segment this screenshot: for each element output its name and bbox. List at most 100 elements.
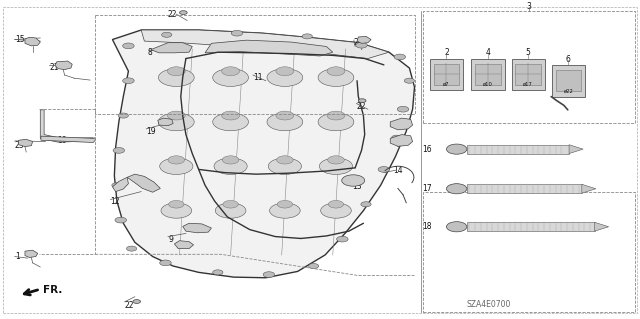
Text: ø7: ø7	[443, 82, 450, 87]
Text: 18: 18	[422, 222, 432, 231]
Bar	[467, 145, 569, 153]
Polygon shape	[569, 145, 583, 153]
Circle shape	[263, 272, 275, 278]
Circle shape	[212, 113, 248, 131]
Circle shape	[222, 156, 239, 164]
Circle shape	[277, 200, 292, 208]
Text: ø22: ø22	[563, 88, 573, 93]
Circle shape	[327, 111, 345, 120]
Bar	[423, 11, 635, 123]
Circle shape	[179, 11, 187, 14]
Polygon shape	[357, 36, 371, 43]
Polygon shape	[158, 118, 173, 126]
Circle shape	[394, 54, 406, 60]
Text: 22: 22	[168, 10, 177, 19]
Text: 5: 5	[525, 48, 531, 57]
Bar	[423, 192, 635, 312]
Circle shape	[392, 135, 402, 140]
Polygon shape	[19, 139, 33, 147]
Text: 2: 2	[444, 48, 449, 57]
Circle shape	[276, 156, 293, 164]
Polygon shape	[55, 61, 72, 70]
Text: 4: 4	[486, 48, 490, 57]
Polygon shape	[390, 135, 413, 146]
Bar	[515, 64, 541, 85]
Text: FR.: FR.	[44, 285, 63, 295]
Text: 22: 22	[125, 300, 134, 309]
Circle shape	[115, 217, 127, 223]
Circle shape	[308, 263, 319, 269]
Polygon shape	[582, 184, 596, 193]
Polygon shape	[390, 118, 413, 130]
Circle shape	[169, 200, 184, 208]
Circle shape	[162, 32, 172, 37]
Polygon shape	[182, 223, 211, 233]
Text: 19: 19	[147, 127, 156, 136]
Text: SZA4E0700: SZA4E0700	[467, 300, 511, 309]
Bar	[434, 64, 460, 85]
Circle shape	[342, 175, 365, 186]
Polygon shape	[174, 241, 193, 249]
Circle shape	[221, 67, 239, 76]
Text: 6: 6	[566, 55, 571, 64]
Polygon shape	[40, 110, 93, 142]
Circle shape	[212, 270, 223, 275]
Polygon shape	[151, 43, 192, 53]
Circle shape	[318, 69, 354, 86]
Text: ø17: ø17	[524, 82, 533, 87]
Polygon shape	[113, 177, 129, 192]
Circle shape	[118, 113, 129, 118]
Circle shape	[404, 78, 415, 83]
Circle shape	[215, 203, 246, 218]
Circle shape	[356, 42, 367, 48]
Bar	[471, 58, 504, 90]
Bar	[556, 70, 581, 91]
Circle shape	[127, 246, 137, 251]
Polygon shape	[205, 40, 333, 56]
Circle shape	[123, 43, 134, 49]
Circle shape	[160, 260, 172, 266]
Circle shape	[123, 78, 134, 84]
Circle shape	[378, 167, 390, 172]
Text: 7: 7	[396, 140, 400, 149]
Text: 3: 3	[526, 2, 531, 11]
Polygon shape	[141, 30, 389, 58]
Text: 8: 8	[148, 48, 152, 57]
Circle shape	[321, 203, 351, 218]
Circle shape	[133, 300, 141, 303]
Bar	[552, 65, 585, 97]
Text: 12: 12	[111, 197, 120, 206]
Text: 17: 17	[422, 184, 432, 193]
Polygon shape	[113, 30, 415, 278]
Circle shape	[112, 183, 122, 188]
Text: 10: 10	[57, 136, 67, 145]
Circle shape	[231, 30, 243, 36]
Text: 16: 16	[422, 145, 432, 154]
Polygon shape	[41, 136, 95, 143]
Text: 1: 1	[15, 252, 19, 261]
Text: 23: 23	[15, 141, 24, 150]
Text: ø10: ø10	[483, 82, 493, 87]
Circle shape	[161, 203, 191, 218]
Circle shape	[159, 113, 194, 131]
Circle shape	[267, 113, 303, 131]
Circle shape	[160, 158, 193, 174]
Circle shape	[358, 99, 366, 103]
Bar	[511, 58, 545, 90]
Circle shape	[168, 111, 185, 120]
Circle shape	[113, 148, 125, 153]
Circle shape	[447, 144, 467, 154]
Circle shape	[223, 200, 238, 208]
Text: 13: 13	[352, 182, 362, 191]
Text: 9: 9	[168, 235, 173, 244]
Circle shape	[447, 184, 467, 194]
Circle shape	[447, 222, 467, 232]
Circle shape	[328, 200, 344, 208]
Circle shape	[397, 106, 409, 112]
Circle shape	[221, 111, 239, 120]
Polygon shape	[25, 250, 38, 257]
Text: 21: 21	[49, 63, 59, 72]
Circle shape	[212, 69, 248, 86]
Text: 15: 15	[15, 35, 24, 44]
Text: 14: 14	[393, 166, 403, 174]
